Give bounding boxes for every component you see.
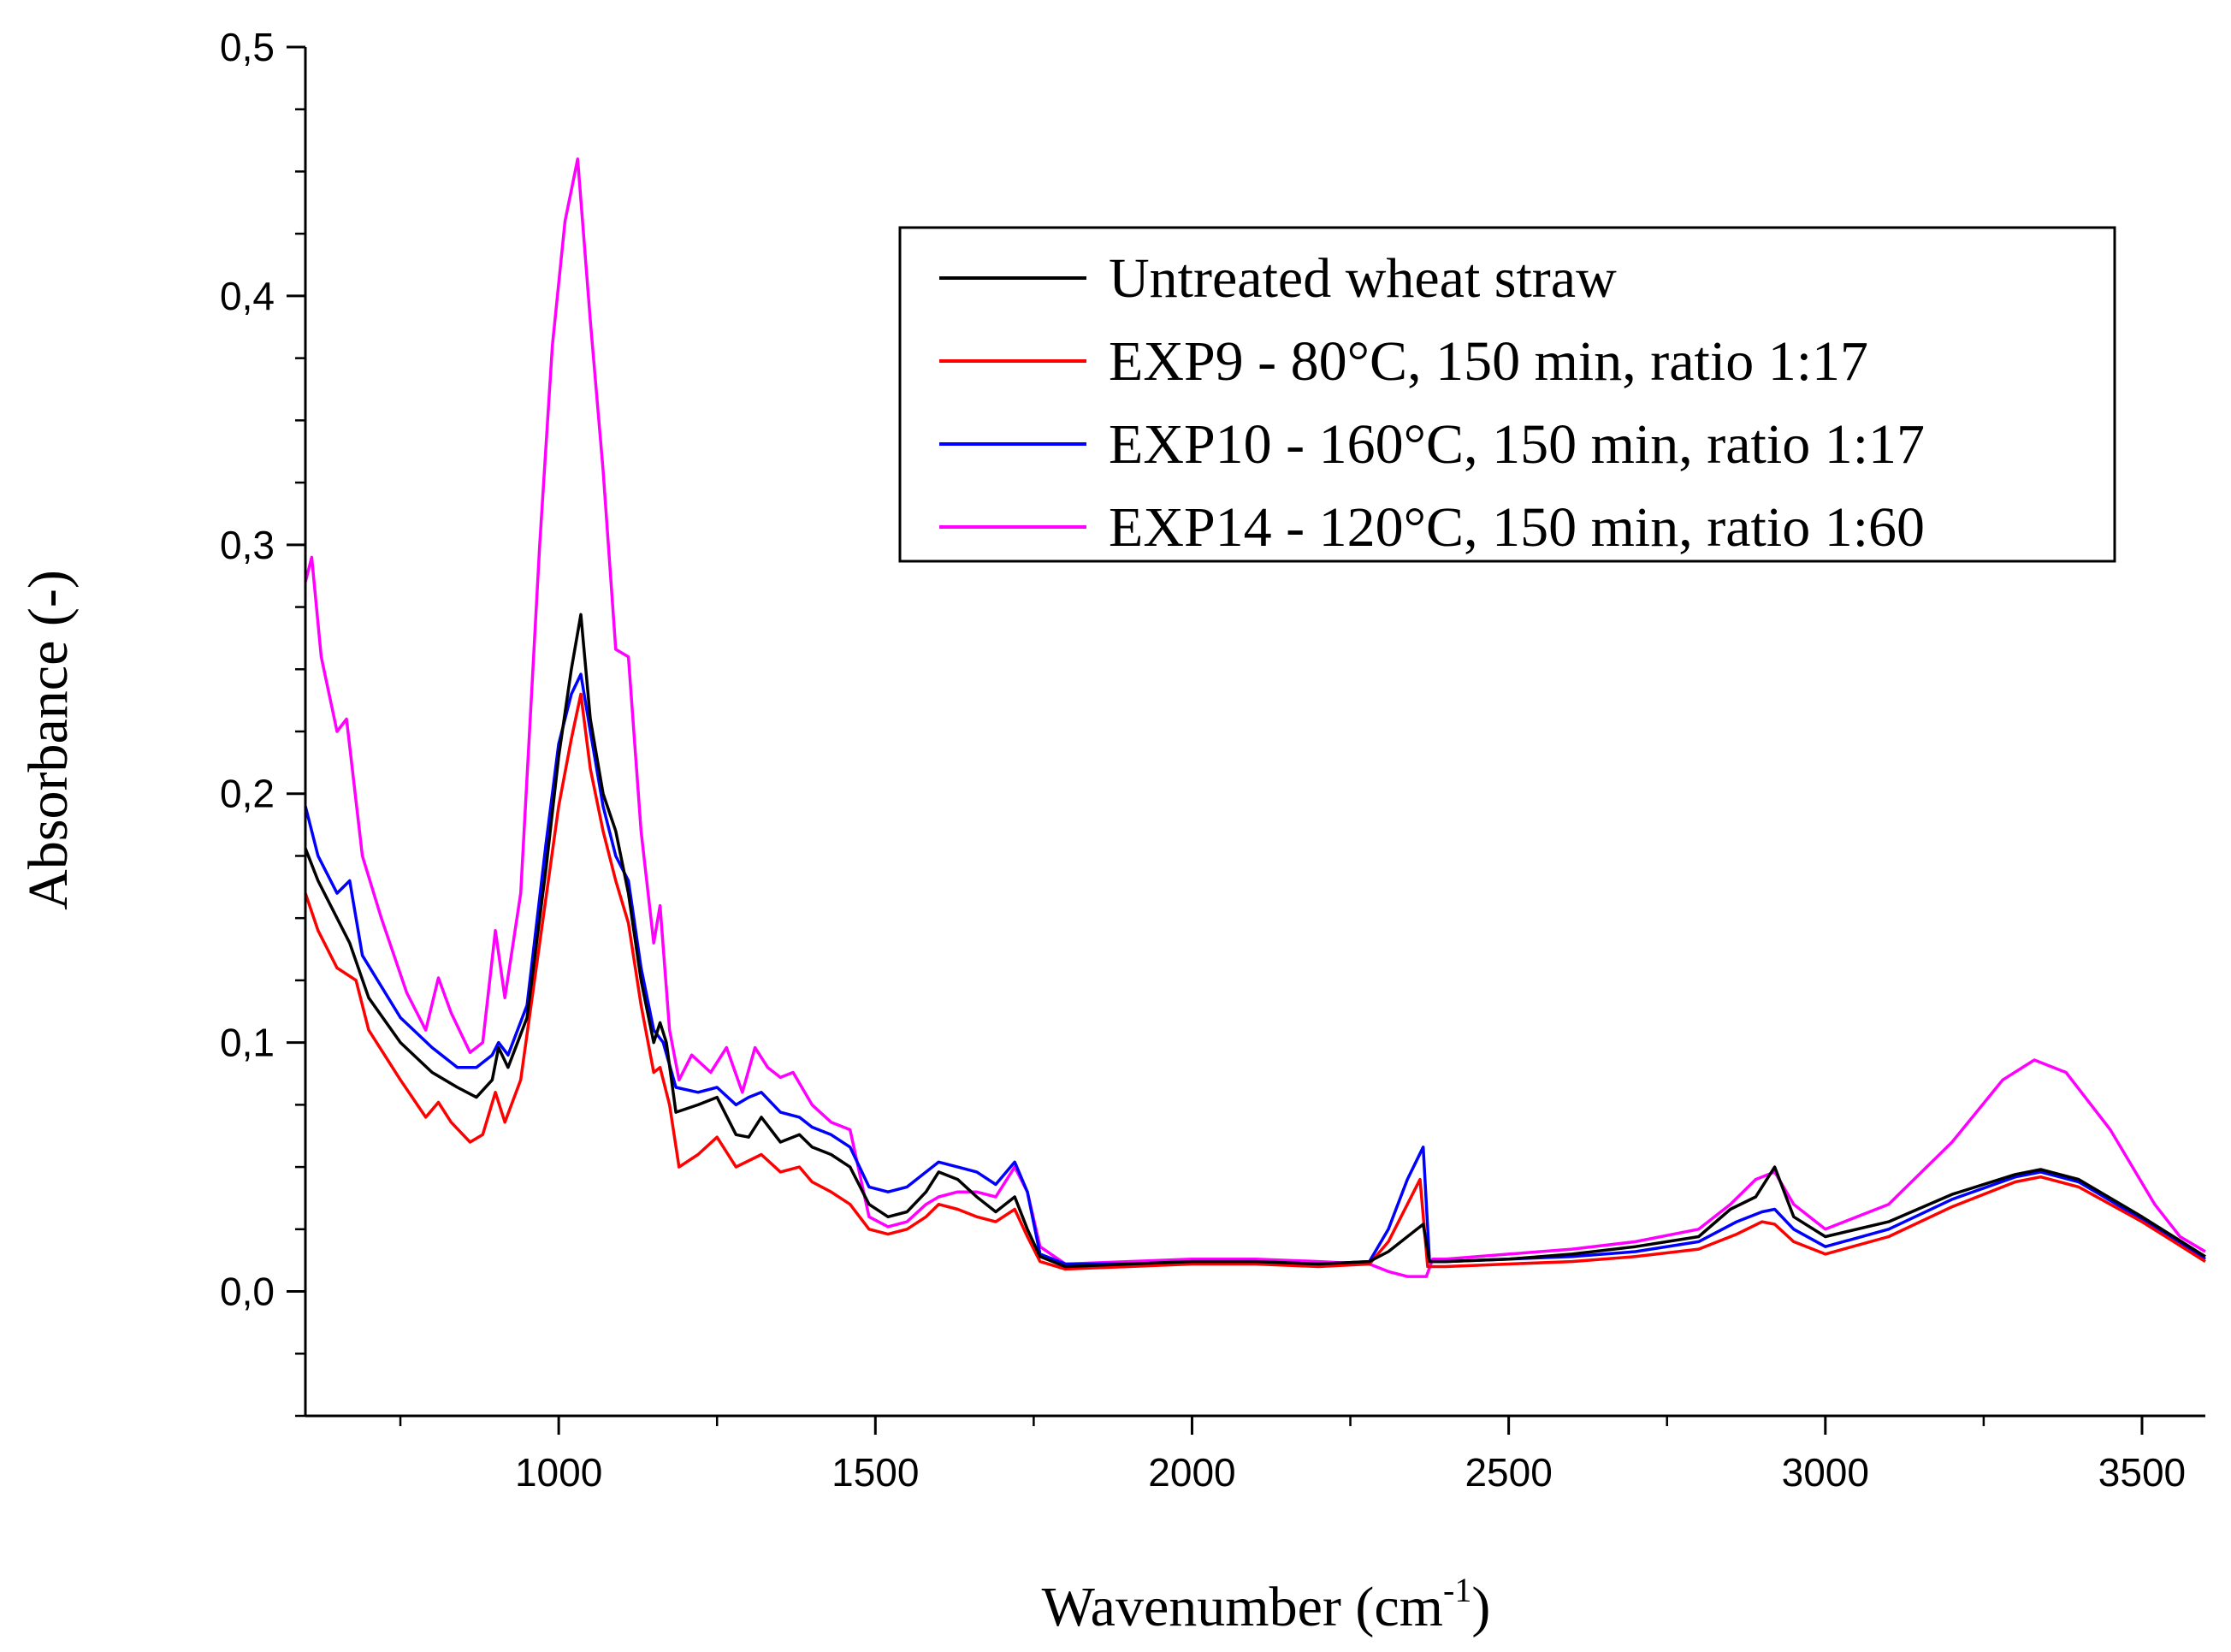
x-tick-label: 1000 [515,1450,602,1495]
y-tick-label: 0,0 [220,1270,275,1314]
x-tick-label: 3000 [1782,1450,1869,1495]
y-tick-label: 0,4 [220,274,275,318]
x-axis-title-close: ) [1471,1576,1490,1638]
x-axis-title-sup: -1 [1443,1571,1471,1609]
series-line-3 [304,157,2206,1278]
x-tick-label: 2000 [1148,1450,1235,1495]
legend-label-3: EXP14 - 120°C, 150 min, ratio 1:60 [1109,496,1925,559]
x-tick-label: 2500 [1465,1450,1552,1495]
y-tick-label: 0,3 [220,523,275,567]
x-tick-label: 1500 [831,1450,919,1495]
y-tick-label: 0,2 [220,772,275,816]
x-axis-title: Wavenumber (cm-1) [1042,1571,1491,1638]
y-tick-label: 0,5 [220,25,275,69]
y-tick-label: 0,1 [220,1021,275,1065]
legend: Untreated wheat straw EXP9 - 80°C, 150 mi… [898,226,2116,563]
axis-ticks: 0,0 0,1 0,2 0,3 0,4 0,5 1000 1500 2000 2500 3000 35… [220,25,2186,1495]
legend-box [898,226,2116,563]
x-tick-label: 3500 [2098,1450,2186,1495]
plot-lines [304,157,2206,1278]
legend-label-2: EXP10 - 160°C, 150 min, ratio 1:17 [1109,413,1925,476]
series-line-1 [304,692,2206,1271]
x-axis-title-text: Wavenumber (cm [1042,1576,1443,1638]
legend-label-1: EXP9 - 80°C, 150 min, ratio 1:17 [1109,330,1868,393]
series-line-0 [304,613,2206,1269]
legend-label-0: Untreated wheat straw [1109,247,1617,310]
series-line-2 [304,672,2206,1266]
y-axis-title: Absorbance (-) [17,570,80,910]
